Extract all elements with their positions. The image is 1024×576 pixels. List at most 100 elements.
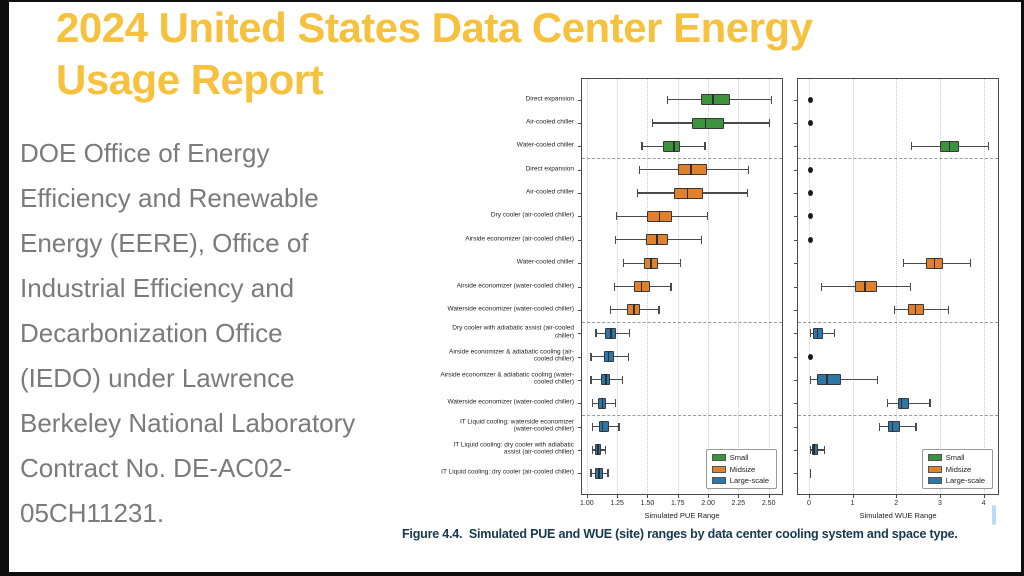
box-small-row1: [700, 94, 730, 106]
y-axis-tick: [794, 473, 797, 475]
legend-swatch-small: [927, 454, 942, 461]
whisker-cap-low: [809, 445, 811, 454]
group-separator-line: [798, 321, 998, 323]
median-line: [826, 374, 828, 386]
y-axis-tick: [578, 216, 581, 218]
x-tick-label: 2: [894, 500, 899, 507]
slide-title: 2024 United States Data Center Energy Us…: [56, 4, 813, 103]
legend-swatch-midsize: [927, 465, 942, 473]
legend-item-small: Small: [927, 453, 985, 462]
whisker-cap-low: [666, 95, 669, 104]
whisker-cap-high: [700, 235, 702, 244]
y-axis-tick: [578, 169, 581, 171]
x-tick-label: 1.00: [580, 500, 594, 507]
x-tick-label: 3: [937, 500, 942, 507]
outlier-dot: [807, 120, 813, 127]
y-axis-tick: [794, 123, 797, 125]
legend-swatch-small: [711, 454, 726, 461]
y-axis-tick: [578, 333, 581, 335]
box-midsize-row10: [908, 304, 925, 316]
y-axis-tick: [578, 473, 581, 475]
y-axis-tick: [794, 239, 797, 241]
x-tick-label: 1: [850, 500, 855, 507]
attribution-text: DOE Office of Energy Efficiency and Rene…: [20, 138, 356, 528]
category-label: Waterside economizer (water-cooled chill…: [447, 398, 574, 406]
gridline: [768, 79, 770, 494]
outlier-dot: [807, 96, 813, 103]
median-line: [948, 140, 951, 152]
y-axis-tick: [578, 146, 581, 148]
y-axis-tick: [794, 193, 797, 195]
whisker-cap-high: [680, 259, 682, 268]
x-tick-label: 1.50: [640, 500, 655, 507]
whisker-cap-high: [909, 282, 911, 291]
x-axis-tick: [896, 495, 898, 498]
legend: Small Midsize Large-scale: [705, 449, 777, 489]
median-line: [596, 444, 599, 456]
whisker-cap-low: [641, 142, 643, 151]
x-axis-tick: [677, 495, 679, 498]
legend-swatch-midsize: [711, 465, 726, 473]
figure-4-4: Direct expansion Air-cooled chiller Water-…: [395, 73, 1019, 535]
outlier-dot: [807, 166, 813, 173]
y-axis-tick: [578, 263, 581, 265]
legend-item-small: Small: [711, 453, 769, 462]
whisker-cap-low: [623, 259, 625, 268]
category-label: IT Liquid cooling: dry cooler (air-coole…: [441, 468, 574, 476]
box-midsize-row9: [854, 281, 878, 292]
median-line: [605, 374, 608, 386]
whisker-cap-low: [878, 422, 880, 431]
legend: Small Midsize Large-scale: [921, 449, 993, 489]
outlier-dot: [807, 190, 813, 197]
x-axis-label: Simulated WUE Range: [859, 511, 937, 520]
whisker-cap-high: [876, 375, 878, 384]
whisker-cap-low: [591, 422, 593, 431]
whisker-cap-high: [833, 329, 835, 338]
median-line: [690, 164, 692, 176]
median-line: [633, 304, 635, 316]
y-axis-tick: [794, 449, 797, 451]
y-axis-tick: [794, 286, 797, 288]
x-tick-label: 2.25: [731, 500, 746, 507]
x-axis-tick: [852, 495, 854, 498]
whisker-cap-low: [591, 445, 593, 454]
whisker-cap-low: [809, 375, 811, 384]
whisker-cap-low: [590, 375, 592, 384]
median-line: [914, 304, 917, 316]
category-label: Direct expansion: [525, 94, 574, 102]
legend-label: Midsize: [945, 464, 972, 474]
median-line: [816, 327, 819, 339]
gridline: [708, 79, 710, 494]
median-line: [650, 257, 652, 269]
whisker-cap-low: [902, 259, 904, 268]
whisker-cap-low: [652, 119, 654, 128]
y-axis-tick: [794, 403, 797, 405]
whisker-cap-low: [894, 305, 896, 314]
gridline: [808, 79, 810, 494]
category-label: Air-cooled chiller: [525, 118, 574, 126]
whisker-cap-low: [636, 189, 638, 198]
x-axis-tick: [617, 495, 619, 498]
median-line: [673, 140, 675, 152]
whisker-cap-high: [658, 305, 660, 314]
category-labels-column: Direct expansion Air-cooled chiller Water-…: [395, 78, 578, 493]
legend-swatch-large-scale: [927, 477, 942, 484]
median-line: [891, 421, 894, 433]
y-axis-tick: [794, 263, 797, 265]
whisker-cap-high: [706, 212, 709, 221]
median-line: [598, 467, 600, 479]
legend-label: Midsize: [729, 464, 756, 474]
legend-item-midsize: Midsize: [711, 464, 769, 474]
category-label: Airside economizer & adiabatic cooling (…: [440, 371, 574, 386]
whisker-cap-low: [820, 282, 822, 291]
whisker-cap-low: [590, 469, 592, 478]
box-large-scale-row15: [887, 421, 900, 433]
whisker-cap-low: [590, 352, 592, 361]
category-label: Dry cooler with adiabatic assist (air-co…: [452, 324, 574, 340]
x-axis-tick: [939, 495, 941, 498]
median-line: [610, 327, 612, 339]
outlier-dot: [807, 353, 813, 360]
whisker-cap-high: [947, 305, 949, 314]
whisker-cap-low: [638, 165, 641, 174]
legend-item-midsize: Midsize: [927, 464, 985, 474]
